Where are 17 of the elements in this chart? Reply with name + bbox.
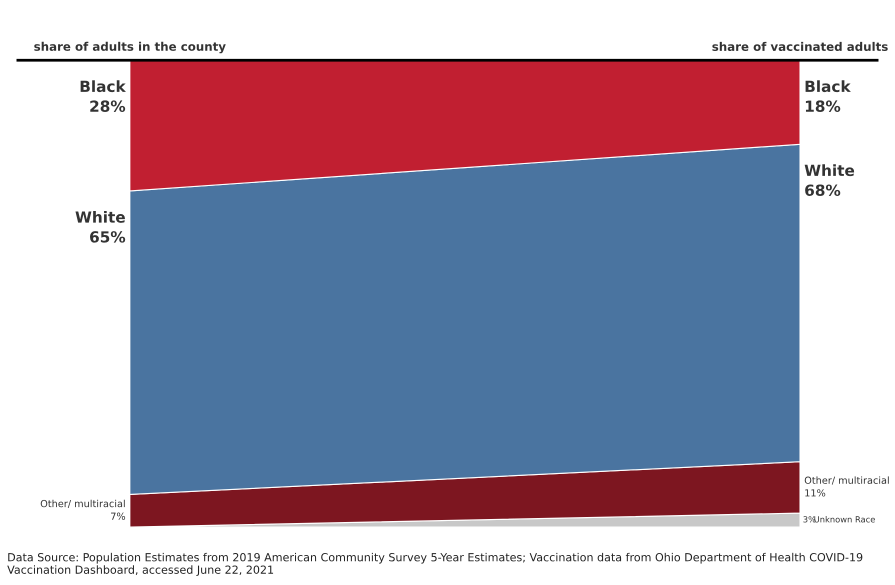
series-label: White xyxy=(804,164,854,176)
x-tick-label: share of vaccinated adults xyxy=(712,42,888,52)
text: White xyxy=(75,210,125,223)
series-label: Other/ multiracial xyxy=(804,476,889,485)
text: Black xyxy=(806,80,851,92)
data-label: 65% xyxy=(90,231,126,243)
data-label: 28% xyxy=(90,100,126,112)
data-label: 3% xyxy=(803,516,816,522)
data-label: 11% xyxy=(805,489,826,497)
series-label: Black xyxy=(80,80,126,92)
data-label: 18% xyxy=(806,100,840,112)
data-label: 68% xyxy=(805,184,840,196)
text: Other/ multiracial xyxy=(40,500,125,508)
series-label: Unknown Race xyxy=(814,516,875,522)
data-label: 7% xyxy=(111,512,126,520)
source-note: Data Source: Population Estimates from 2019 American Community Survey 5-Year Estimates; Vaccination data from Ohio Department of Health COVID-19 Vaccination Dashboard, accessed June 22, 2021 xyxy=(7,552,862,576)
x-tick-label: share of adults in the county xyxy=(34,42,226,54)
